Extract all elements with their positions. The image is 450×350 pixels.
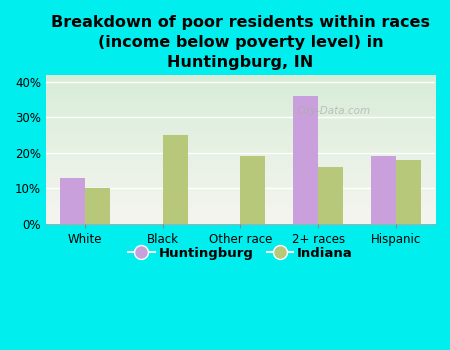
Bar bbox=[162, 135, 188, 224]
Bar bbox=[371, 156, 396, 224]
Bar bbox=[85, 188, 110, 224]
Text: City-Data.com: City-Data.com bbox=[297, 106, 371, 116]
Bar bbox=[318, 167, 343, 224]
Bar bbox=[293, 96, 318, 224]
Bar bbox=[60, 178, 85, 224]
Bar bbox=[240, 156, 266, 224]
Title: Breakdown of poor residents within races
(income below poverty level) in
Hunting: Breakdown of poor residents within races… bbox=[51, 15, 430, 70]
Bar bbox=[396, 160, 421, 224]
Legend: Huntingburg, Indiana: Huntingburg, Indiana bbox=[123, 241, 358, 265]
